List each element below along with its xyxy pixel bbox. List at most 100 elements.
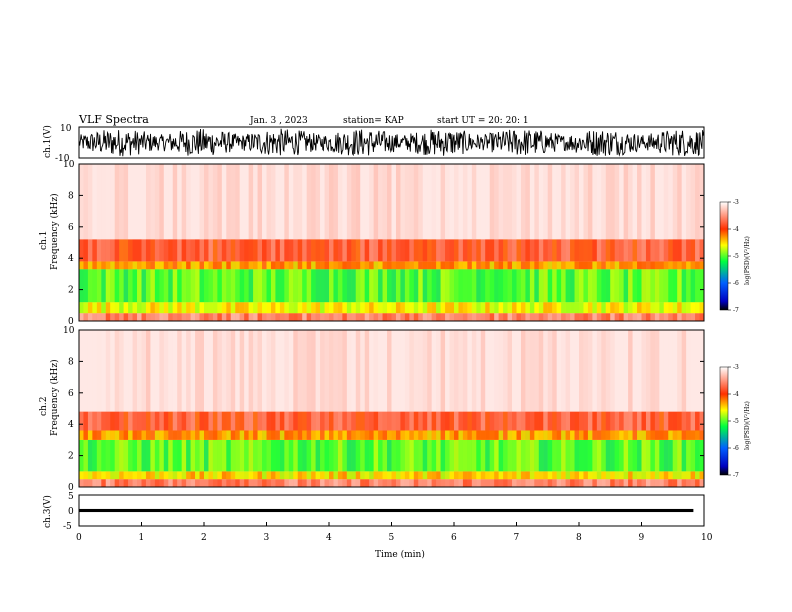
spectrogram-cell bbox=[351, 471, 356, 480]
spectrogram-cell bbox=[561, 439, 566, 472]
spectrogram-cell bbox=[212, 411, 218, 431]
spectrogram-cell bbox=[614, 313, 620, 321]
spectrogram-cell bbox=[512, 261, 517, 270]
spectrogram-cell bbox=[445, 330, 450, 412]
spectrogram-cell bbox=[204, 302, 209, 314]
spectrogram-cell bbox=[449, 479, 454, 487]
spectrogram-cell bbox=[516, 313, 521, 321]
spectrogram-cell bbox=[355, 164, 361, 240]
spectrogram-cell bbox=[449, 330, 454, 412]
spectrogram-cell bbox=[556, 471, 562, 480]
spectrogram-cell bbox=[360, 471, 365, 480]
spectrogram-cell bbox=[92, 269, 97, 303]
spectrogram-cell bbox=[128, 430, 133, 440]
spectrogram-cell bbox=[320, 430, 325, 440]
spectrogram-cell bbox=[248, 330, 254, 412]
spectrogram-cell bbox=[507, 330, 513, 412]
spectrogram-cell bbox=[565, 302, 571, 314]
spectrogram-cell bbox=[101, 430, 106, 440]
spectrogram-cell bbox=[141, 164, 146, 240]
spectrogram-cell bbox=[454, 411, 459, 431]
spectrogram-cell bbox=[570, 313, 575, 321]
spectrogram-cell bbox=[610, 261, 615, 270]
spectrogram-cell bbox=[346, 239, 352, 262]
spectrogram-cell bbox=[467, 430, 472, 440]
spectrogram-cell bbox=[351, 479, 356, 487]
colorbar-tick-label: -7 bbox=[733, 472, 739, 479]
spectrogram-cell bbox=[699, 430, 704, 440]
spectrogram-cell bbox=[270, 164, 276, 240]
spectrogram-cell bbox=[619, 479, 624, 487]
spectrogram-cell bbox=[512, 479, 517, 487]
spectrogram-cell bbox=[699, 164, 704, 240]
spectrogram-cell bbox=[177, 330, 182, 412]
spectrogram-cell bbox=[458, 313, 463, 321]
spectrogram-cell bbox=[186, 479, 191, 487]
spectrogram-cell bbox=[141, 479, 146, 487]
spectrogram-cell bbox=[445, 479, 450, 487]
spectrogram-cell bbox=[516, 239, 521, 262]
spectrogram-cell bbox=[79, 330, 84, 412]
spectrogram-cell bbox=[395, 430, 401, 440]
spectrogram-cell bbox=[172, 479, 178, 487]
ch2-colorbar-label: log(PSD)(V²/Hz) bbox=[744, 401, 751, 450]
spectrogram-cell bbox=[663, 471, 669, 480]
spectrogram-cell bbox=[364, 302, 370, 314]
spectrogram-cell bbox=[382, 430, 388, 440]
spectrogram-cell bbox=[431, 439, 437, 472]
spectrogram-cell bbox=[552, 261, 557, 270]
spectrogram-cell bbox=[177, 479, 182, 487]
spectrogram-cell bbox=[275, 479, 280, 487]
spectrogram-cell bbox=[467, 313, 472, 321]
spectrogram-cell bbox=[230, 471, 236, 480]
spectrogram-cell bbox=[534, 479, 539, 487]
spectrogram-cell bbox=[427, 239, 432, 262]
spectrogram-cell bbox=[681, 330, 687, 412]
spectrogram-cell bbox=[208, 239, 213, 262]
spectrogram-cell bbox=[378, 239, 383, 262]
spectrogram-cell bbox=[534, 164, 539, 240]
spectrogram-cell bbox=[695, 439, 700, 472]
spectrogram-cell bbox=[570, 330, 575, 412]
spectrogram-cell bbox=[360, 411, 365, 431]
spectrogram-cell bbox=[257, 430, 263, 440]
spectrogram-cell bbox=[690, 313, 696, 321]
spectrogram-cell bbox=[221, 330, 227, 412]
spectrogram-cell bbox=[204, 479, 209, 487]
spectrogram-cell bbox=[373, 302, 379, 314]
spectrogram-cell bbox=[137, 330, 142, 412]
spectrogram-cell bbox=[217, 313, 222, 321]
spectrogram-cell bbox=[641, 479, 646, 487]
spectrogram-cell bbox=[650, 471, 655, 480]
spectrogram-cell bbox=[288, 164, 294, 240]
spectrogram-cell bbox=[324, 411, 329, 431]
spectrogram-cell bbox=[145, 430, 151, 440]
spectrogram-cell bbox=[204, 430, 209, 440]
spectrogram-cell bbox=[543, 239, 548, 262]
spectrogram-cell bbox=[471, 261, 477, 270]
spectrogram-cell bbox=[614, 164, 620, 240]
spectrogram-cell bbox=[547, 261, 553, 270]
spectrogram-cell bbox=[413, 269, 419, 303]
spectrogram-cell bbox=[87, 302, 93, 314]
spectrogram-cell bbox=[476, 239, 481, 262]
spectrogram-cell bbox=[561, 164, 566, 240]
spectrogram-cell bbox=[427, 302, 432, 314]
spectrogram-cell bbox=[159, 261, 164, 270]
spectrogram-cell bbox=[485, 261, 490, 270]
spectrogram-cell bbox=[409, 439, 414, 472]
spectrogram-cell bbox=[610, 471, 615, 480]
spectrogram-cell bbox=[400, 261, 405, 270]
colorbar-tick-label: -6 bbox=[733, 280, 739, 287]
spectrogram-cell bbox=[369, 164, 374, 240]
spectrogram-cell bbox=[570, 471, 575, 480]
spectrogram-cell bbox=[378, 313, 383, 321]
spectrogram-cell bbox=[556, 479, 562, 487]
spectrogram-cell bbox=[471, 313, 477, 321]
spectrogram-cell bbox=[186, 439, 191, 472]
spectrogram-cell bbox=[186, 261, 191, 270]
spectrogram-cell bbox=[302, 261, 307, 270]
spectrogram-cell bbox=[150, 239, 155, 262]
spectrogram-cell bbox=[610, 439, 615, 472]
spectrogram-cell bbox=[364, 471, 370, 480]
